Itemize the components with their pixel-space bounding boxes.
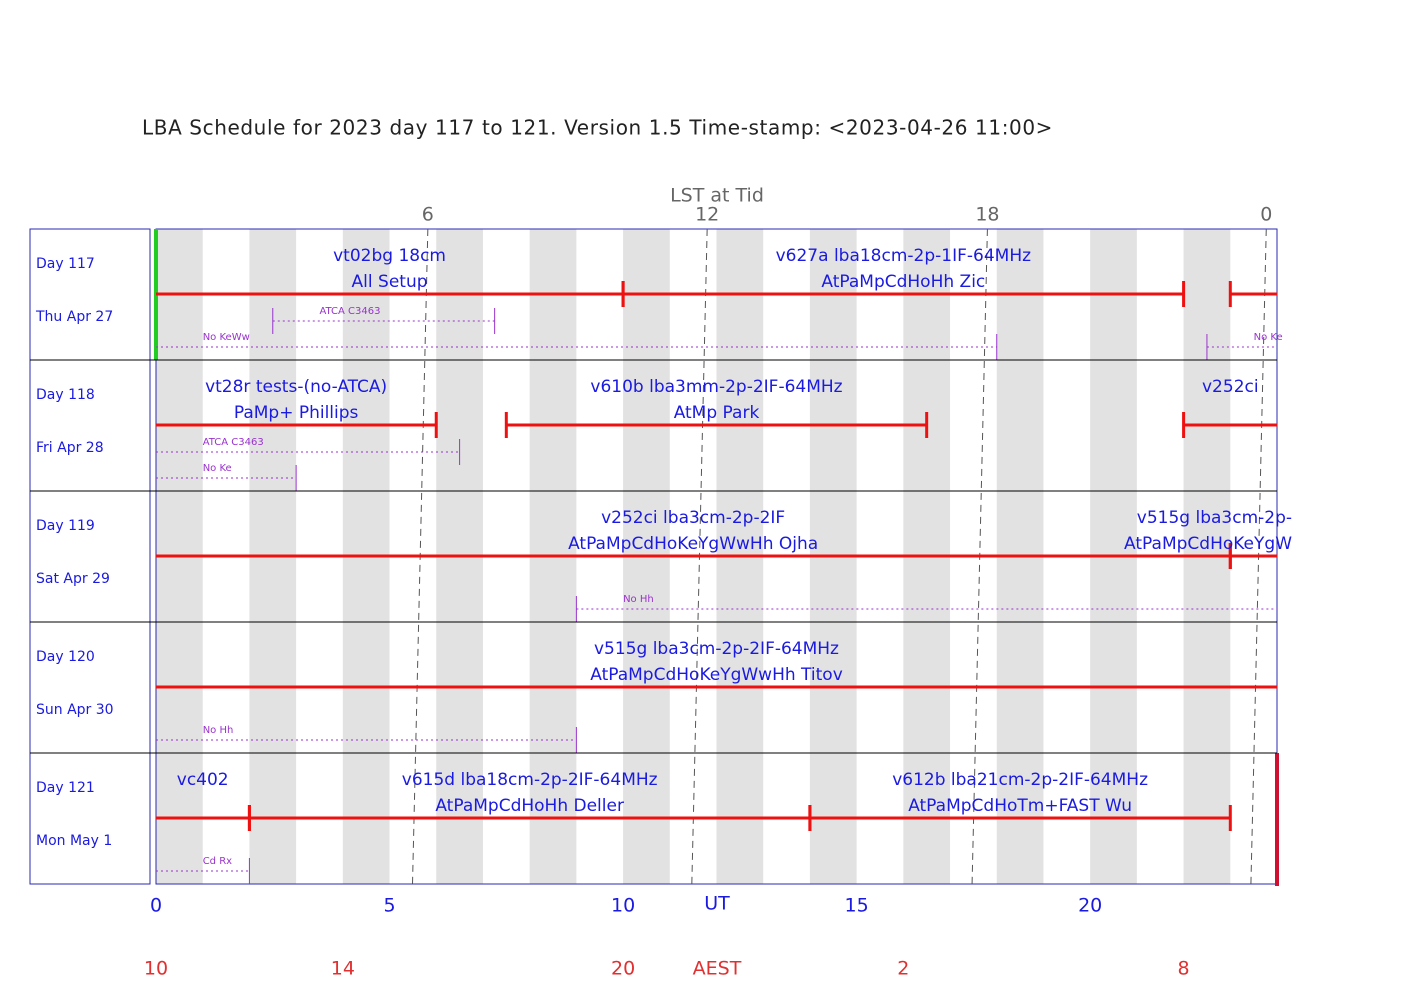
lst-tick-label: 6 bbox=[422, 204, 434, 226]
experiment-label: vc402 bbox=[177, 770, 229, 790]
day-box bbox=[29, 228, 151, 885]
constraint-label: ATCA C3463 bbox=[203, 437, 264, 448]
title: LBA Schedule for 2023 day 117 to 121. Ve… bbox=[142, 116, 1053, 140]
experiment-label: AtPaMpCdHoHh Deller bbox=[435, 796, 624, 816]
day-number: Day 121 bbox=[36, 780, 95, 796]
ut-tick-label: 10 bbox=[611, 895, 635, 917]
aest-tick-label: 8 bbox=[1178, 958, 1190, 980]
experiment-label: v612b lba21cm-2p-2IF-64MHz bbox=[892, 770, 1148, 790]
aest-tick-label: 2 bbox=[897, 958, 909, 980]
experiment-label: All Setup bbox=[352, 272, 428, 292]
experiment-label: PaMp+ Phillips bbox=[234, 403, 359, 423]
experiment-label: AtPaMpCdHoHh Zic bbox=[821, 272, 985, 292]
day-number: Day 119 bbox=[36, 518, 95, 534]
experiment-label: AtPaMpCdHoTm+FAST Wu bbox=[908, 796, 1132, 816]
lst-tick-label: 0 bbox=[1260, 204, 1272, 226]
aest-label: AEST bbox=[693, 958, 742, 980]
experiment-label: v610b lba3mm-2p-2IF-64MHz bbox=[590, 377, 842, 397]
constraint-label: No Hh bbox=[623, 594, 654, 605]
experiment-label: vt28r tests-(no-ATCA) bbox=[205, 377, 387, 397]
ut-tick-label: 5 bbox=[383, 895, 395, 917]
schedule-end bbox=[1275, 753, 1279, 886]
day-number: Day 118 bbox=[36, 387, 95, 403]
experiment-label: vt02bg 18cm bbox=[333, 246, 446, 266]
day-date: Thu Apr 27 bbox=[35, 309, 113, 325]
constraint-label: No Ke bbox=[1254, 332, 1283, 343]
lst-tick-label: 12 bbox=[695, 204, 719, 226]
experiment-label: AtPaMpCdHoKeYgW bbox=[1124, 534, 1292, 554]
day-date: Mon May 1 bbox=[36, 833, 112, 849]
aest-tick-label: 10 bbox=[144, 958, 168, 980]
experiment-label: v627a lba18cm-2p-1IF-64MHz bbox=[776, 246, 1032, 266]
experiment-label: v515g lba3cm-2p- bbox=[1137, 508, 1292, 528]
experiment-label: v615d lba18cm-2p-2IF-64MHz bbox=[402, 770, 658, 790]
day-number: Day 117 bbox=[36, 256, 95, 272]
experiment-label: v252ci bbox=[1202, 377, 1259, 397]
aest-tick-label: 20 bbox=[611, 958, 635, 980]
experiment-label: AtPaMpCdHoKeYgWwHh Ojha bbox=[568, 534, 818, 554]
experiment-label: v515g lba3cm-2p-2IF-64MHz bbox=[594, 639, 839, 659]
constraint-label: ATCA C3463 bbox=[319, 306, 380, 317]
day-number: Day 120 bbox=[36, 649, 95, 665]
lst-tick-label: 18 bbox=[975, 204, 999, 226]
constraint-label: No Ke bbox=[203, 463, 232, 474]
lst-label: LST at Tid bbox=[670, 185, 764, 207]
day-date: Sat Apr 29 bbox=[36, 571, 110, 587]
constraint-label: No Hh bbox=[203, 725, 234, 736]
constraint-label: Cd Rx bbox=[203, 856, 232, 867]
ut-tick-label: 15 bbox=[845, 895, 869, 917]
ut-tick-label: 20 bbox=[1078, 895, 1102, 917]
day-date: Fri Apr 28 bbox=[36, 440, 104, 456]
aest-tick-label: 14 bbox=[331, 958, 355, 980]
constraint-label: No KeWw bbox=[203, 332, 250, 343]
experiment-label: AtMp Park bbox=[674, 403, 760, 423]
day-date: Sun Apr 30 bbox=[36, 702, 114, 718]
experiment-label: AtPaMpCdHoKeYgWwHh Titov bbox=[590, 665, 843, 685]
ut-label: UT bbox=[704, 893, 730, 915]
experiment-label: v252ci lba3cm-2p-2IF bbox=[601, 508, 785, 528]
ut-tick-label: 0 bbox=[150, 895, 162, 917]
